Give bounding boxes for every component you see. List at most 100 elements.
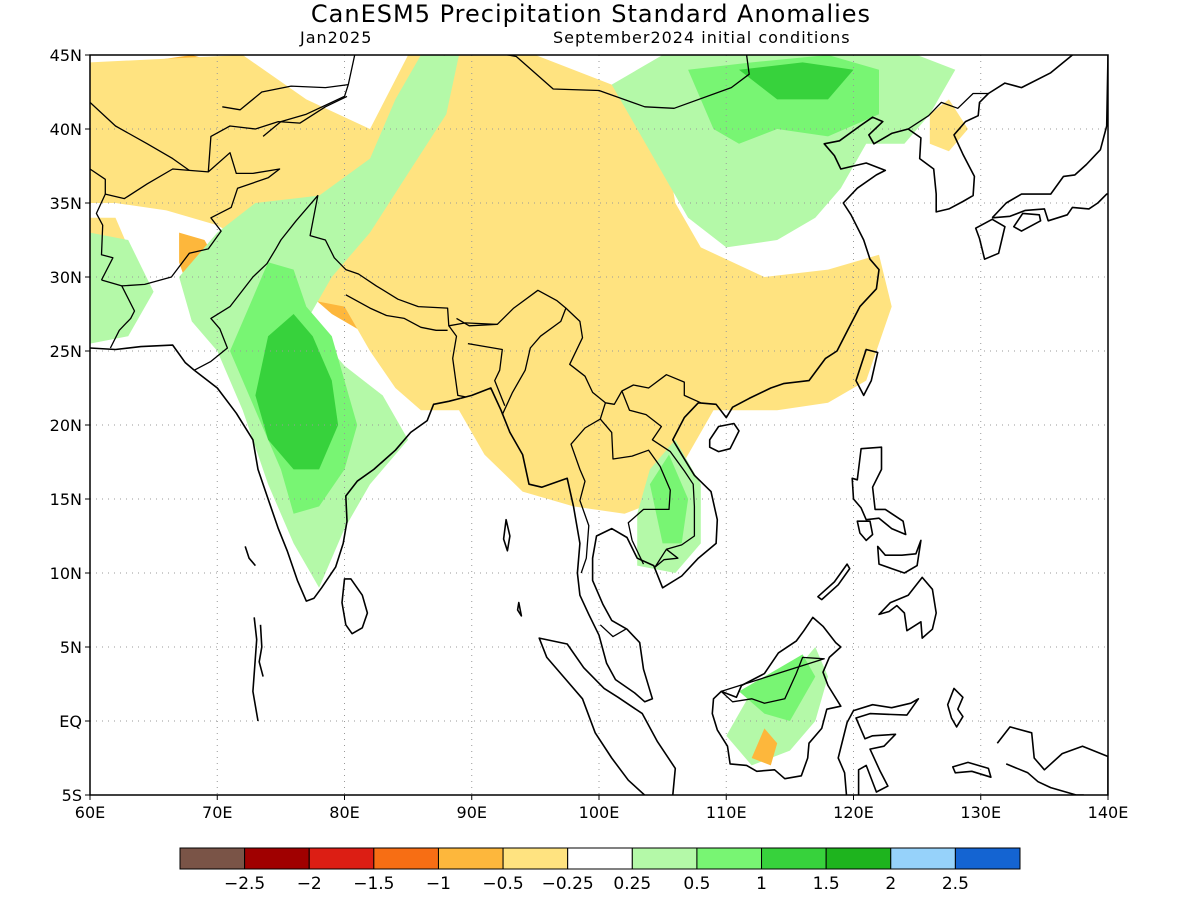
coastlines-and-borders [90,55,1108,795]
india [193,369,461,602]
mindoro [856,520,874,542]
x-tick-label: 110E [706,803,747,822]
latitude-labels: 45N 40N 35N 30N 25N 20N 15N 10N 5N EQ 5S [50,46,90,805]
colorbar-label: −0.25 [542,874,594,894]
map-title: CanESM5 Precipitation Standard Anomalies [310,0,872,28]
anomaly-region-20 [739,654,816,721]
maldives-1 [258,624,264,677]
anomaly-region-14 [90,232,154,344]
colorbar-swatch [244,847,310,870]
new-guinea-south [1005,763,1084,795]
anomaly-region-21 [255,314,339,470]
pakistan-coast [90,344,195,371]
border-central-asia-2 [207,95,348,172]
forecast-month: Jan2025 [300,28,373,47]
colorbar-swatch [761,847,827,870]
y-tick-label: 35N [50,194,82,213]
taiwan [855,348,879,397]
anomaly-region-13 [179,55,459,588]
colorbar-label: 0.5 [683,874,710,894]
colorbar-swatch [954,847,1021,870]
border-china-north [262,55,356,137]
borneo [711,616,842,780]
border-malaysia [599,624,627,638]
sumatra [538,637,677,795]
colorbar-label: 1.5 [813,874,840,894]
kyushu [974,218,1006,261]
y-tick-label: 5N [60,638,82,657]
anomaly-region-23 [751,728,778,766]
colorbar-swatch [696,847,763,870]
y-tick-label: 25N [50,342,82,361]
sri-lanka [341,578,369,635]
y-tick-label: 10N [50,564,82,583]
y-tick-label: 15N [50,490,82,509]
border-mongolia [443,55,750,109]
border-borneo [720,656,825,704]
colorbar-swatch [631,847,698,870]
x-tick-label: 70E [202,803,232,822]
x-tick-label: 90E [457,803,487,822]
border-central-asia [90,101,190,171]
colorbar-label: −2 [297,874,322,894]
border-laos-thai [599,418,671,541]
palawan [817,563,851,601]
seram [951,761,992,779]
colorbar-legend: −2.5 −2 −1.5 −1 −0.5 −0.25 0.25 0.5 1 1.5 2 2.5 [179,847,1021,894]
border-iran-pak [101,279,136,349]
hainan [708,422,740,453]
anomaly-region-11 [929,99,968,152]
honshu-south [992,193,1108,222]
colorbar-label: 2 [885,874,896,894]
colorbar-swatch [890,847,956,870]
y-tick-label: 5S [62,786,82,805]
lakshadweep [244,546,257,567]
border-cambodia [631,540,645,565]
sulawesi [837,697,920,795]
x-tick-label: 100E [579,803,620,822]
border-bangladesh-east [467,342,506,407]
indochina [460,55,1073,703]
colorbar-swatch [308,847,375,870]
border-central-asia-3 [222,83,349,111]
colorbar-swatch [437,847,504,870]
colorbar-swatch [567,847,633,870]
colorbar-label: −0.5 [482,874,523,894]
colorbar-label: 1 [756,874,767,894]
border-afghan [95,152,281,287]
border-iran [90,168,106,195]
colorbar-label: −2.5 [224,874,265,894]
x-tick-label: 80E [329,803,359,822]
anomaly-region-22 [739,62,854,100]
border-cambodia-viet [654,548,679,568]
y-tick-label: EQ [59,712,82,731]
y-tick-label: 20N [50,416,82,435]
colorbar-label: 2.5 [942,874,969,894]
colorbar-swatch [825,847,892,870]
border-nepal [345,294,448,331]
x-tick-label: 130E [960,803,1001,822]
honshu [991,55,1108,219]
colorbar-swatch [502,847,569,870]
border-bhutan [456,317,498,327]
longitude-labels: 60E 70E 80E 90E 100E 110E 120E 130E 140E [75,795,1128,822]
border-myanmar-thai [570,402,607,574]
andaman [502,518,511,552]
initial-conditions: September2024 initial conditions [553,28,851,47]
anomaly-region-19 [649,454,689,544]
colorbar-swatch [373,847,439,870]
luzon [851,446,907,536]
nicobar [516,601,523,617]
y-tick-label: 40N [50,120,82,139]
shikoku [1012,212,1042,232]
x-tick-label: 120E [833,803,874,822]
border-myanmar-china [565,307,702,405]
border-pakistan-india [193,194,567,415]
border-china-korea [907,92,989,130]
border-bangladesh [448,325,466,398]
colorbar-label: 0.25 [613,874,651,894]
mindanao [878,576,938,639]
border-laos-vietnam [621,390,696,568]
x-tick-label: 60E [75,803,105,822]
